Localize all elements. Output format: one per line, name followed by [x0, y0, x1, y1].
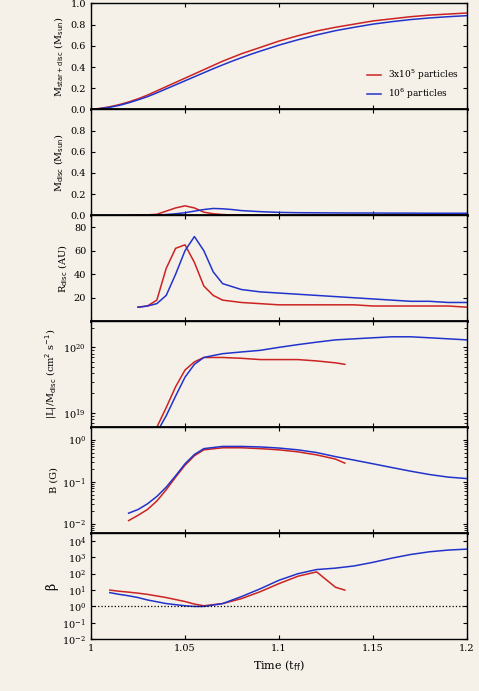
Legend: 3x10$^5$ particles, 10$^6$ particles: 3x10$^5$ particles, 10$^6$ particles: [364, 64, 463, 105]
Y-axis label: M$_{\rm disc}$ (M$_{\rm sun}$): M$_{\rm disc}$ (M$_{\rm sun}$): [53, 133, 67, 191]
Y-axis label: M$_{\rm star+disc}$ (M$_{\rm sun}$): M$_{\rm star+disc}$ (M$_{\rm sun}$): [53, 17, 67, 97]
X-axis label: Time (t$_{\rm ff}$): Time (t$_{\rm ff}$): [253, 659, 305, 673]
Y-axis label: R$_{\rm disc}$ (AU): R$_{\rm disc}$ (AU): [56, 244, 69, 292]
Y-axis label: B (G): B (G): [49, 467, 58, 493]
Y-axis label: |L|/M$_{\rm disc}$ (cm$^2$ s$^{-1}$): |L|/M$_{\rm disc}$ (cm$^2$ s$^{-1}$): [44, 329, 59, 419]
Y-axis label: β: β: [45, 583, 58, 590]
